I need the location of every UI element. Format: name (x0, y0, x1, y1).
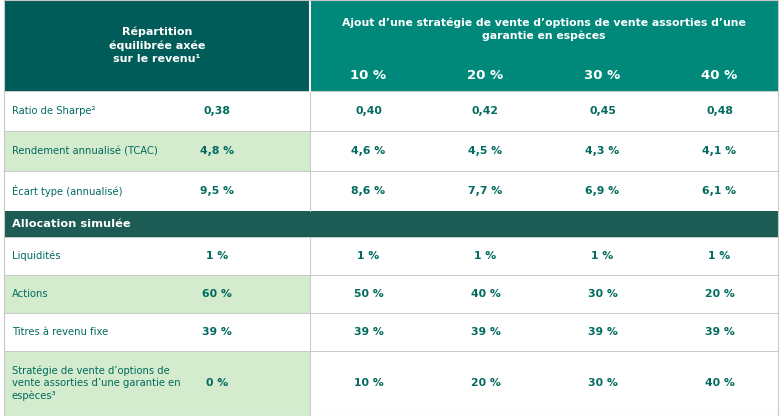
Text: 39 %: 39 % (353, 327, 383, 337)
Text: 39 %: 39 % (587, 327, 618, 337)
Text: 9,5 %: 9,5 % (200, 186, 234, 196)
Text: 30 %: 30 % (587, 289, 618, 299)
Text: 7,7 %: 7,7 % (468, 186, 503, 196)
Text: Répartition
équilibrée axée
sur le revenu¹: Répartition équilibrée axée sur le reven… (109, 27, 205, 64)
Text: 39 %: 39 % (202, 327, 232, 337)
Text: 1 %: 1 % (357, 251, 379, 261)
Text: Ratio de Sharpe²: Ratio de Sharpe² (12, 106, 95, 116)
Text: Rendement annualisé (TCAC): Rendement annualisé (TCAC) (12, 146, 158, 156)
Text: 1 %: 1 % (206, 251, 228, 261)
Text: 30 %: 30 % (587, 379, 618, 389)
Text: 20 %: 20 % (468, 69, 504, 82)
Text: 40 %: 40 % (705, 379, 734, 389)
Text: 60 %: 60 % (202, 289, 232, 299)
Text: Stratégie de vente d’options de
vente assorties d’une garantie en
espèces³: Stratégie de vente d’options de vente as… (12, 366, 181, 401)
Text: 0,48: 0,48 (706, 106, 733, 116)
Text: 30 %: 30 % (584, 69, 621, 82)
Text: 20 %: 20 % (705, 289, 734, 299)
Text: 0,42: 0,42 (472, 106, 499, 116)
Bar (4, 0, 310, 91)
Text: 0 %: 0 % (206, 379, 228, 389)
Text: Liquidités: Liquidités (12, 251, 60, 261)
Text: 40 %: 40 % (471, 289, 500, 299)
Text: 0,45: 0,45 (589, 106, 616, 116)
Text: 1 %: 1 % (708, 251, 730, 261)
Text: Titres à revenu fixe: Titres à revenu fixe (12, 327, 108, 337)
Bar (310, 0, 778, 91)
Text: 0,38: 0,38 (203, 106, 231, 116)
Text: 39 %: 39 % (705, 327, 734, 337)
Text: 4,8 %: 4,8 % (200, 146, 234, 156)
Text: Ajout d’une stratégie de vente d’options de vente assorties d’une
garantie en es: Ajout d’une stratégie de vente d’options… (342, 17, 746, 41)
Text: 4,1 %: 4,1 % (702, 146, 737, 156)
Text: 8,6 %: 8,6 % (351, 186, 386, 196)
Text: Allocation simulée: Allocation simulée (12, 219, 131, 229)
Bar (4, 313, 778, 351)
Text: 6,9 %: 6,9 % (586, 186, 619, 196)
Text: 0,40: 0,40 (355, 106, 382, 116)
Text: 1 %: 1 % (591, 251, 614, 261)
Bar (4, 275, 310, 313)
Text: 6,1 %: 6,1 % (702, 186, 737, 196)
Text: Actions: Actions (12, 289, 48, 299)
Text: 50 %: 50 % (353, 289, 383, 299)
Bar (4, 351, 310, 416)
Bar (4, 91, 778, 131)
Bar (4, 237, 778, 275)
Bar (4, 211, 778, 237)
Bar (4, 171, 778, 211)
Bar (4, 131, 310, 171)
Text: 10 %: 10 % (350, 69, 386, 82)
Text: Écart type (annualisé): Écart type (annualisé) (12, 185, 123, 197)
Text: 4,6 %: 4,6 % (351, 146, 386, 156)
Text: 20 %: 20 % (471, 379, 500, 389)
Text: 39 %: 39 % (471, 327, 500, 337)
Text: 4,3 %: 4,3 % (586, 146, 619, 156)
Text: 1 %: 1 % (475, 251, 497, 261)
Text: 4,5 %: 4,5 % (468, 146, 503, 156)
Text: 10 %: 10 % (353, 379, 383, 389)
Text: 40 %: 40 % (701, 69, 737, 82)
